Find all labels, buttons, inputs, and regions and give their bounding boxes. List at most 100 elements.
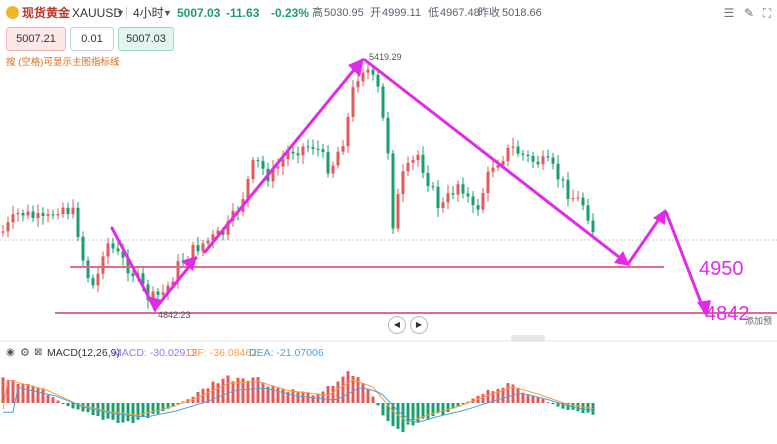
macd-bar [141, 403, 145, 417]
indicator-settings-icon[interactable]: ☰ [723, 6, 735, 20]
macd-bar [346, 371, 350, 403]
candle [221, 230, 225, 235]
candle [306, 146, 310, 148]
candle [586, 205, 590, 221]
candle [396, 194, 400, 229]
macd-bar [421, 403, 425, 419]
candle [376, 74, 380, 87]
dif-line [2, 379, 594, 423]
macd-bar [551, 403, 555, 405]
macd-bar [246, 380, 250, 403]
candle [261, 160, 265, 169]
dea-line [3, 386, 594, 423]
dif-value: DIF: -36.08462 [187, 347, 258, 359]
macd-bar [531, 395, 535, 403]
candle [466, 193, 470, 197]
macd-bar [51, 397, 55, 403]
macd-bar [556, 403, 560, 407]
candle [161, 292, 165, 295]
macd-bar [591, 403, 595, 415]
candle [521, 153, 525, 155]
chevron-down-icon[interactable]: ▼ [116, 8, 125, 18]
sell-price-button[interactable]: 5007.21 [6, 27, 66, 51]
candle [361, 72, 365, 82]
macd-bar [546, 402, 550, 404]
arrow-head [653, 209, 666, 225]
macd-bar [341, 376, 345, 403]
candle [1, 231, 5, 233]
candle [426, 172, 430, 187]
candle [16, 213, 20, 215]
add-alert-label[interactable]: 添加预 [745, 316, 772, 326]
level-4842-label: 4842 [705, 303, 750, 325]
candle [11, 214, 15, 223]
drawing-tools-icon[interactable]: ✎ [743, 6, 755, 20]
macd-histogram [1, 371, 595, 433]
candle [26, 211, 30, 216]
macd-bar [41, 388, 45, 403]
candle [81, 236, 85, 261]
candle [301, 146, 305, 156]
candle [171, 281, 175, 286]
symbol-selector[interactable]: XAUUSD [72, 6, 123, 20]
candles [1, 61, 595, 309]
macd-bar [511, 384, 515, 403]
candle [76, 207, 80, 237]
arrow-head [614, 251, 630, 266]
close-icon[interactable]: ⊠ [34, 347, 43, 358]
macd-bar [26, 384, 30, 403]
price-chart[interactable]: 5419.29 4842.23 4950 4842 添加预 [0, 26, 777, 444]
candle [86, 260, 90, 279]
candle [571, 197, 575, 199]
macd-bar [451, 403, 455, 409]
candle [531, 155, 535, 162]
macd-bar [256, 377, 260, 403]
eye-icon[interactable]: ◉ [6, 347, 15, 358]
timeframe-selector[interactable]: 4小时 [133, 6, 164, 20]
macd-bar [541, 398, 545, 403]
macd-bar [526, 394, 530, 403]
candle [311, 147, 315, 149]
level-4950-label: 4950 [699, 258, 744, 280]
chevron-down-icon[interactable]: ▼ [163, 8, 172, 18]
macd-bar [391, 403, 395, 427]
candle [271, 168, 275, 182]
macd-bar [276, 387, 280, 403]
macd-bar [106, 403, 110, 419]
macd-bar [416, 403, 420, 423]
macd-bar [571, 403, 575, 410]
macd-bar [201, 388, 205, 403]
candle [551, 157, 555, 164]
macd-bar [71, 403, 75, 409]
candle [406, 162, 410, 172]
buy-price-button[interactable]: 5007.03 [118, 27, 174, 51]
candle [131, 273, 135, 277]
candle [421, 154, 425, 173]
macd-bar [46, 394, 50, 403]
macd-label: MACD(12,26,9) [47, 347, 120, 359]
macd-bar [1, 377, 5, 403]
macd-bar [6, 380, 10, 403]
fullscreen-icon[interactable]: ⛶ [762, 6, 772, 20]
scroll-left-button[interactable]: ◀ [388, 316, 406, 334]
candle [541, 156, 545, 165]
macd-bar [581, 403, 585, 414]
candle [91, 278, 95, 286]
macd-bar [126, 403, 130, 422]
candle [556, 163, 560, 180]
candle [6, 222, 10, 232]
candle [296, 153, 300, 156]
candle [211, 234, 215, 241]
macd-bar [166, 403, 170, 409]
settings-icon[interactable]: ⚙ [20, 347, 30, 359]
candle [471, 196, 475, 206]
scroll-right-button[interactable]: ▶ [410, 316, 428, 334]
candle [561, 179, 565, 181]
instrument-name[interactable]: 现货黄金 [22, 6, 71, 20]
macd-bar [516, 387, 520, 403]
candle [576, 197, 580, 199]
candle [156, 291, 160, 295]
macd-bar [111, 403, 115, 420]
quantity-input[interactable]: 0.01 [70, 27, 114, 51]
candle [491, 167, 495, 172]
